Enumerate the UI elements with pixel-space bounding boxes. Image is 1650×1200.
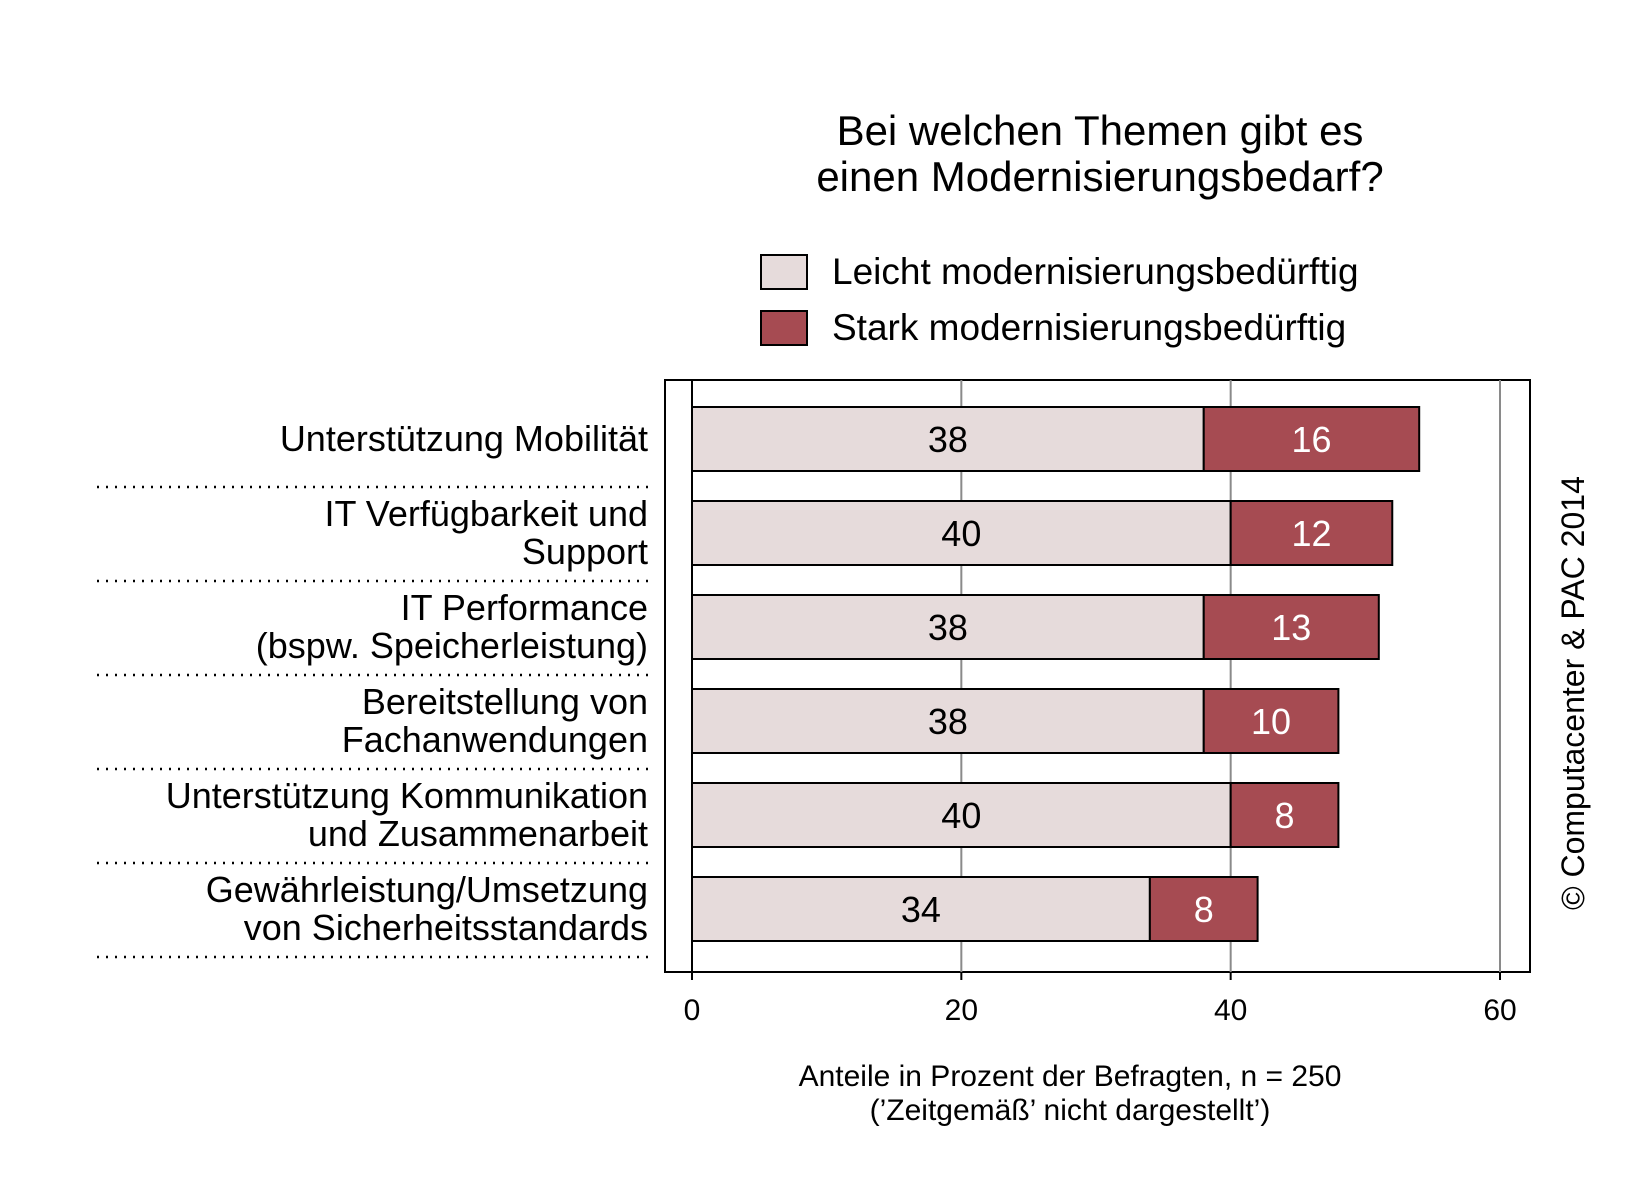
bar-label-leicht-2: 38 (928, 607, 968, 648)
x-tick-label-0: 0 (684, 994, 701, 1027)
bar-label-leicht-5: 34 (901, 889, 941, 930)
bar-label-stark-3: 10 (1251, 701, 1291, 742)
bar-label-leicht-3: 38 (928, 701, 968, 742)
x-tick-label-40: 40 (1214, 994, 1247, 1027)
bar-label-stark-1: 12 (1291, 513, 1331, 554)
bar-stark-1 (1229, 500, 1394, 566)
bar-stark-5 (1148, 876, 1259, 942)
bar-label-stark-0: 16 (1291, 419, 1331, 460)
bar-stark-4 (1229, 782, 1340, 848)
legend-item-leicht: Leicht modernisierungsbedürftig (760, 244, 1359, 300)
bar-leicht-4 (691, 782, 1232, 848)
bar-label-stark-2: 13 (1271, 607, 1311, 648)
category-label-3: Bereitstellung von Fachanwendungen (342, 683, 648, 759)
bar-label-leicht-4: 40 (941, 795, 981, 836)
legend: Leicht modernisierungsbedürftig Stark mo… (760, 244, 1359, 356)
category-label-2-line-1: (bspw. Speicherleistung) (255, 625, 648, 666)
legend-swatch-leicht (760, 254, 808, 290)
category-label-4-line-0: Unterstützung Kommunikation (165, 775, 648, 816)
legend-label-stark: Stark modernisierungsbedürftig (832, 307, 1347, 348)
category-label-0-line-0: Unterstützung Mobilität (279, 418, 648, 459)
category-label-1-line-1: Support (521, 531, 648, 572)
copyright-note: © Computacenter & PAC 2014 (1555, 476, 1591, 910)
x-tick-label-60: 60 (1483, 994, 1516, 1027)
bar-label-leicht-1: 40 (941, 513, 981, 554)
bar-leicht-1 (691, 500, 1232, 566)
bar-stark-2 (1202, 594, 1380, 660)
bar-label-stark-4: 8 (1275, 795, 1295, 836)
x-axis-title: Anteile in Prozent der Befragten, n = 25… (640, 1060, 1500, 1128)
category-label-1-line-0: IT Verfügbarkeit und (324, 493, 648, 534)
chart-title-line-1: Bei welchen Themen gibt es (836, 107, 1364, 154)
bar-label-leicht-0: 38 (928, 419, 968, 460)
bar-stark-3 (1202, 688, 1340, 754)
category-label-5-line-1: von Sicherheitsstandards (243, 907, 648, 948)
chart-title-line-2: einen Modernisierungsbedarf? (816, 153, 1384, 200)
x-tick-label-20: 20 (945, 994, 978, 1027)
chart-title: Bei welchen Themen gibt es einen Moderni… (700, 108, 1500, 200)
category-label-2: IT Performance (bspw. Speicherleistung) (256, 589, 648, 665)
bar-leicht-2 (691, 594, 1205, 660)
category-label-3-line-0: Bereitstellung von (361, 681, 648, 722)
category-label-1: IT Verfügbarkeit und Support (324, 495, 648, 571)
plot-frame (664, 379, 1531, 973)
category-label-3-line-1: Fachanwendungen (341, 719, 648, 760)
x-axis-title-line-1: Anteile in Prozent der Befragten, n = 25… (798, 1060, 1342, 1093)
x-axis-title-line-2: (’Zeitgemäß’ nicht dargestellt’) (869, 1094, 1271, 1127)
category-label-4-line-1: und Zusammenarbeit (307, 813, 648, 854)
bar-stark-0 (1202, 406, 1421, 472)
bar-label-stark-5: 8 (1194, 889, 1214, 930)
category-label-0: Unterstützung Mobilität (280, 420, 648, 458)
category-label-4: Unterstützung Kommunikation und Zusammena… (166, 777, 648, 853)
bar-leicht-0 (691, 406, 1205, 472)
legend-item-stark: Stark modernisierungsbedürftig (760, 300, 1359, 356)
category-label-2-line-0: IT Performance (400, 587, 648, 628)
legend-label-leicht: Leicht modernisierungsbedürftig (832, 251, 1359, 292)
bar-leicht-3 (691, 688, 1205, 754)
legend-swatch-stark (760, 310, 808, 346)
category-label-5-line-0: Gewährleistung/Umsetzung (205, 869, 648, 910)
category-label-5: Gewährleistung/Umsetzung von Sicherheitss… (206, 871, 648, 947)
